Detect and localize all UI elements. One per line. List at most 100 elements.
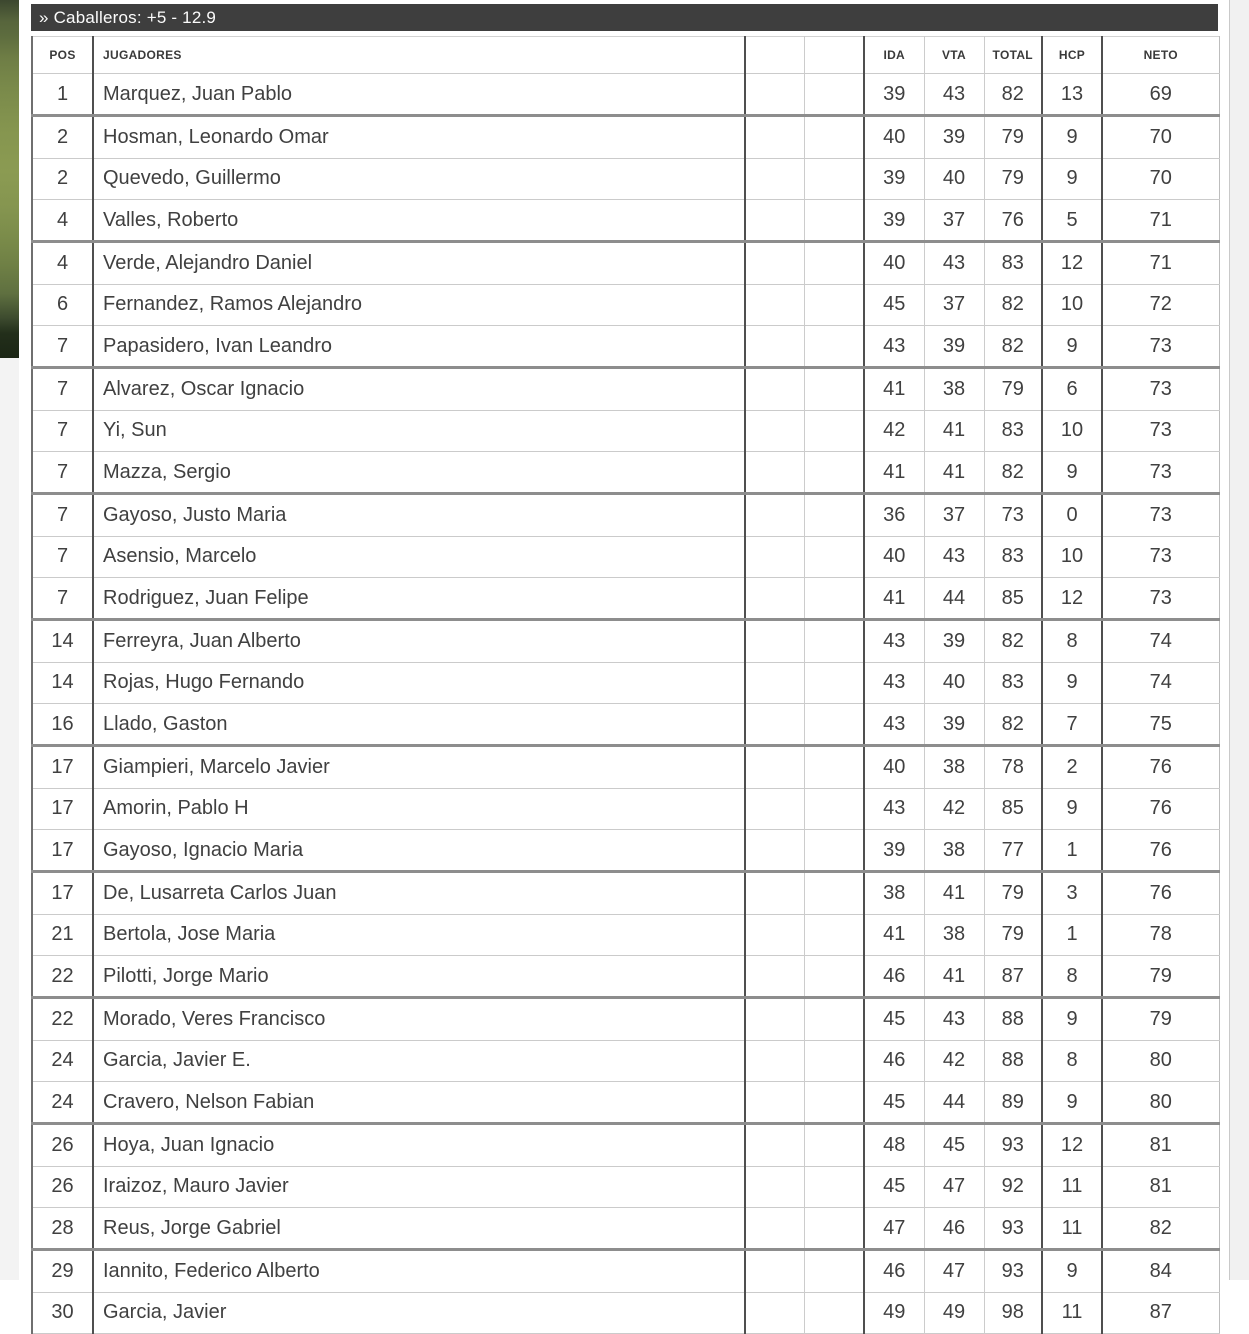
cell-blank2 bbox=[804, 1207, 865, 1250]
content: » Caballeros: +5 - 12.9 POS JUGADORES IDA V… bbox=[31, 0, 1220, 1334]
cell-blank1 bbox=[745, 1040, 805, 1082]
cell-vta: 41 bbox=[924, 410, 985, 452]
cell-blank2 bbox=[804, 115, 865, 159]
cell-ida: 43 bbox=[864, 325, 925, 368]
cell-vta: 45 bbox=[924, 1123, 985, 1167]
left-gutter bbox=[0, 0, 19, 1280]
cell-hcp: 9 bbox=[1042, 788, 1103, 830]
cell-pos: 7 bbox=[32, 536, 94, 578]
cell-blank1 bbox=[745, 1249, 805, 1293]
cell-total: 83 bbox=[984, 410, 1043, 452]
cell-neto: 72 bbox=[1149, 293, 1172, 316]
cell-blank1 bbox=[745, 158, 805, 200]
cell-ida: 40 bbox=[864, 745, 925, 789]
table-row: 22 Pilotti, Jorge Mario 46 41 87 8 79 bbox=[32, 955, 1219, 998]
cell-total: 79 bbox=[984, 158, 1043, 200]
cell-pos: 7 bbox=[32, 367, 94, 411]
cell-blank2 bbox=[804, 997, 865, 1041]
column-header-blank2 bbox=[804, 36, 865, 74]
cell-hcp: 3 bbox=[1042, 871, 1103, 915]
cell-name: Gayoso, Justo Maria bbox=[93, 493, 746, 537]
cell-vta: 37 bbox=[924, 493, 985, 537]
cell-total: 82 bbox=[984, 703, 1043, 746]
cell-total: 82 bbox=[984, 451, 1043, 494]
cell-blank2 bbox=[804, 829, 865, 872]
cell-vta: 43 bbox=[924, 997, 985, 1041]
cell-blank1 bbox=[745, 1166, 805, 1208]
category-header-label: » Caballeros: +5 - 12.9 bbox=[39, 8, 217, 27]
cell-blank1 bbox=[745, 703, 805, 746]
cell-hcp: 0 bbox=[1042, 493, 1103, 537]
cell-neto: 73 bbox=[1149, 419, 1172, 442]
cell-name: Verde, Alejandro Daniel bbox=[93, 241, 746, 285]
cell-hcp: 5 bbox=[1042, 199, 1103, 242]
cell-vta: 44 bbox=[924, 1081, 985, 1124]
cell-name: Morado, Veres Francisco bbox=[93, 997, 746, 1041]
table-row: 28 Reus, Jorge Gabriel 47 46 93 11 82 bbox=[32, 1207, 1219, 1250]
cell-blank2 bbox=[804, 367, 865, 411]
cell-blank1 bbox=[745, 199, 805, 242]
cell-blank2 bbox=[804, 871, 865, 915]
cell-total: 79 bbox=[984, 367, 1043, 411]
cell-ida: 39 bbox=[864, 158, 925, 200]
cell-hcp: 6 bbox=[1042, 367, 1103, 411]
column-header-neto: NETO bbox=[1143, 48, 1178, 62]
cell-neto: 82 bbox=[1149, 1216, 1172, 1239]
table-row: 6 Fernandez, Ramos Alejandro 45 37 82 10 72 bbox=[32, 284, 1219, 326]
cell-neto: 81 bbox=[1149, 1175, 1172, 1198]
cell-total: 79 bbox=[984, 871, 1043, 915]
cell-blank2 bbox=[804, 1123, 865, 1167]
cell-total: 89 bbox=[984, 1081, 1043, 1124]
cell-name: De, Lusarreta Carlos Juan bbox=[93, 871, 746, 915]
cell-neto: 81 bbox=[1149, 1133, 1172, 1156]
cell-ida: 38 bbox=[864, 871, 925, 915]
cell-pos: 26 bbox=[32, 1166, 94, 1208]
table-row: 26 Iraizoz, Mauro Javier 45 47 92 11 81 bbox=[32, 1166, 1219, 1208]
cell-ida: 46 bbox=[864, 1040, 925, 1082]
cell-pos: 29 bbox=[32, 1249, 94, 1293]
cell-hcp: 9 bbox=[1042, 997, 1103, 1041]
cell-pos: 2 bbox=[32, 115, 94, 159]
cell-total: 93 bbox=[984, 1123, 1043, 1167]
cell-blank1 bbox=[745, 1081, 805, 1124]
cell-neto: 73 bbox=[1149, 377, 1172, 400]
cell-total: 82 bbox=[984, 284, 1043, 326]
cell-total: 93 bbox=[984, 1207, 1043, 1250]
cell-hcp: 8 bbox=[1042, 955, 1103, 998]
cell-blank2 bbox=[804, 662, 865, 704]
cell-vta: 42 bbox=[924, 788, 985, 830]
cell-pos: 7 bbox=[32, 577, 94, 620]
cell-total: 93 bbox=[984, 1249, 1043, 1293]
table-row: 17 Amorin, Pablo H 43 42 85 9 76 bbox=[32, 788, 1219, 830]
cell-total: 79 bbox=[984, 115, 1043, 159]
column-header-vta: VTA bbox=[924, 36, 985, 74]
cell-hcp: 1 bbox=[1042, 829, 1103, 872]
cell-pos: 24 bbox=[32, 1081, 94, 1124]
table-row: 14 Rojas, Hugo Fernando 43 40 83 9 74 bbox=[32, 662, 1219, 704]
cell-pos: 2 bbox=[32, 158, 94, 200]
cell-hcp: 10 bbox=[1042, 284, 1103, 326]
cell-pos: 21 bbox=[32, 914, 94, 956]
golf-course-photo bbox=[0, 0, 19, 358]
cell-blank1 bbox=[745, 1207, 805, 1250]
cell-blank2 bbox=[804, 955, 865, 998]
cell-blank2 bbox=[804, 619, 865, 663]
cell-ida: 46 bbox=[864, 955, 925, 998]
table-row: 24 Garcia, Javier E. 46 42 88 8 80 bbox=[32, 1040, 1219, 1082]
cell-name: Asensio, Marcelo bbox=[93, 536, 746, 578]
cell-ida: 43 bbox=[864, 619, 925, 663]
cell-name: Reus, Jorge Gabriel bbox=[93, 1207, 746, 1250]
cell-vta: 39 bbox=[924, 115, 985, 159]
cell-ida: 45 bbox=[864, 284, 925, 326]
cell-vta: 39 bbox=[924, 325, 985, 368]
cell-total: 83 bbox=[984, 241, 1043, 285]
cell-total: 77 bbox=[984, 829, 1043, 872]
cell-ida: 43 bbox=[864, 662, 925, 704]
cell-name: Mazza, Sergio bbox=[93, 451, 746, 494]
cell-vta: 46 bbox=[924, 1207, 985, 1250]
table-row: 17 Giampieri, Marcelo Javier 40 38 78 2 76 bbox=[32, 745, 1219, 789]
cell-blank1 bbox=[745, 577, 805, 620]
cell-name: Garcia, Javier E. bbox=[93, 1040, 746, 1082]
cell-pos: 14 bbox=[32, 662, 94, 704]
cell-vta: 43 bbox=[924, 536, 985, 578]
